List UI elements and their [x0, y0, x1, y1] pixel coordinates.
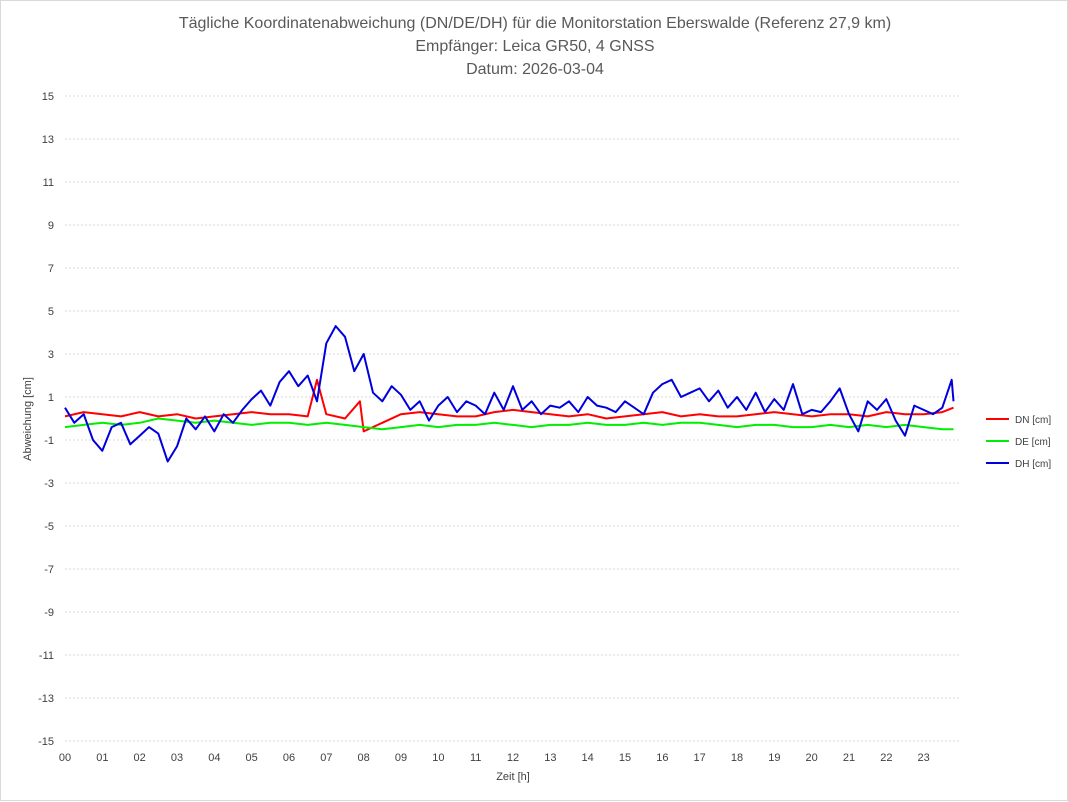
x-tick-label: 01 — [96, 752, 108, 764]
chart-title-line-1: Tägliche Koordinatenabweichung (DN/DE/DH… — [179, 15, 891, 32]
x-axis-ticks: 00 01 02 03 04 05 06 07 08 09 10 11 12 13 14 15 16 17 18 19… — [59, 752, 930, 764]
y-tick-label: -9 — [44, 607, 54, 619]
x-tick-label: 06 — [283, 752, 295, 764]
y-tick-label: 3 — [48, 349, 54, 361]
chart-title-line-3: Datum: 2026-03-04 — [466, 61, 604, 78]
x-tick-label: 09 — [395, 752, 407, 764]
gridlines — [65, 95, 961, 742]
series-line-1 — [64, 417, 954, 431]
legend: DN [cm] DE [cm] DH [cm] — [986, 415, 1051, 470]
y-tick-label: 15 — [42, 91, 54, 103]
x-axis-title: Zeit [h] — [496, 771, 530, 783]
x-tick-label: 16 — [656, 752, 668, 764]
x-tick-label: 08 — [358, 752, 370, 764]
x-tick-label: 02 — [134, 752, 146, 764]
y-axis-title: Abweichung [cm] — [22, 377, 34, 461]
y-tick-label: -15 — [38, 736, 54, 748]
y-tick-label: -1 — [44, 435, 54, 447]
x-tick-label: 20 — [806, 752, 818, 764]
x-tick-label: 19 — [768, 752, 780, 764]
y-tick-label: -3 — [44, 478, 54, 490]
y-tick-label: 13 — [42, 134, 54, 146]
y-tick-label: 11 — [43, 177, 54, 189]
x-tick-label: 22 — [880, 752, 892, 764]
x-tick-label: 03 — [171, 752, 183, 764]
legend-label-0: DN [cm] — [1015, 415, 1051, 426]
x-tick-label: 21 — [843, 752, 855, 764]
x-tick-label: 04 — [208, 752, 220, 764]
x-tick-label: 10 — [432, 752, 444, 764]
series-lines — [64, 325, 955, 463]
x-tick-label: 11 — [470, 752, 481, 764]
y-tick-label: -13 — [38, 693, 54, 705]
legend-label-2: DH [cm] — [1015, 459, 1051, 470]
x-tick-label: 13 — [544, 752, 556, 764]
chart-title: Tägliche Koordinatenabweichung (DN/DE/DH… — [179, 15, 891, 78]
y-axis-ticks: 15 13 11 9 7 5 3 1 -1 -3 -5 -7 -9 -11 -13 -15 — [38, 91, 54, 748]
x-tick-label: 07 — [320, 752, 332, 764]
x-tick-label: 23 — [918, 752, 930, 764]
x-tick-label: 17 — [694, 752, 706, 764]
x-tick-label: 05 — [246, 752, 258, 764]
x-tick-label: 15 — [619, 752, 631, 764]
legend-label-1: DE [cm] — [1015, 437, 1051, 448]
y-tick-label: -7 — [44, 564, 54, 576]
y-tick-label: -5 — [44, 521, 54, 533]
x-tick-label: 14 — [582, 752, 594, 764]
y-tick-label: 7 — [48, 263, 54, 275]
x-tick-label: 18 — [731, 752, 743, 764]
y-tick-label: 5 — [48, 306, 54, 318]
x-tick-label: 00 — [59, 752, 71, 764]
y-tick-label: -11 — [39, 650, 54, 662]
chart-title-line-2: Empfänger: Leica GR50, 4 GNSS — [415, 38, 654, 55]
series-line-0 — [64, 378, 954, 433]
series-line-2 — [64, 325, 955, 463]
y-tick-label: 1 — [48, 392, 54, 404]
x-tick-label: 12 — [507, 752, 519, 764]
y-tick-label: 9 — [48, 220, 54, 232]
